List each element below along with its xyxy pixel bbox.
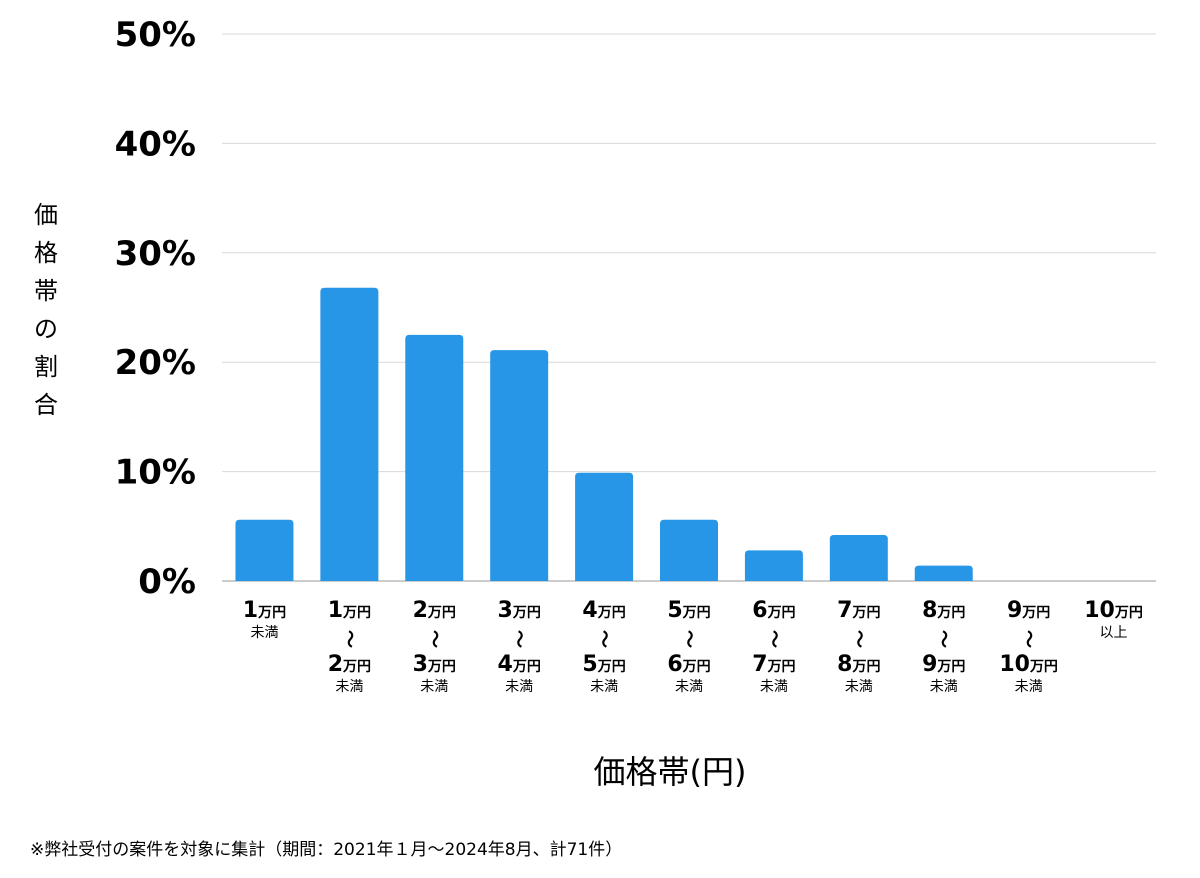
bar [744, 550, 803, 581]
x-tick-range-symbol: 〜 [763, 630, 784, 648]
bar [320, 287, 379, 581]
x-tick-label: 4万円 [582, 598, 625, 623]
x-tick-label: 9万円 [1007, 598, 1050, 623]
x-tick-label: 8万円 [837, 652, 880, 677]
x-tick-suffix: 未満 [845, 679, 873, 695]
footnote: ※弊社受付の案件を対象に集計（期間：2021年１月〜2024年8月、計71件） [30, 840, 623, 860]
y-tick-label: 40% [115, 124, 196, 164]
x-axis-label: 価格帯(円) [593, 753, 747, 791]
y-tick-label: 50% [115, 15, 196, 55]
x-tick-label: 3万円 [413, 652, 456, 677]
x-tick-label: 6万円 [667, 652, 710, 677]
bar [914, 565, 973, 581]
x-tick-label: 5万円 [582, 652, 625, 677]
y-axis-label-char: 割 [34, 353, 58, 381]
y-axis-label-char: 帯 [34, 277, 58, 305]
x-tick-range-symbol: 〜 [848, 630, 869, 648]
y-axis-label-char: 合 [34, 391, 58, 419]
x-tick-suffix: 未満 [930, 679, 958, 695]
x-tick-label: 8万円 [922, 598, 965, 623]
x-tick-suffix: 未満 [760, 679, 788, 695]
bar [235, 519, 294, 581]
y-tick-label: 0% [138, 562, 196, 602]
bar [660, 519, 718, 581]
x-tick-label: 10万円 [1084, 598, 1143, 623]
x-tick-suffix: 未満 [590, 679, 618, 695]
x-tick-label: 10万円 [999, 652, 1058, 677]
x-tick-suffix: 未満 [505, 679, 533, 695]
x-tick-label: 6万円 [752, 598, 795, 623]
x-tick-label: 4万円 [498, 652, 541, 677]
y-axis-label-char: 価 [34, 201, 58, 229]
y-axis-label-char: 格 [34, 239, 58, 267]
x-tick-label: 9万円 [922, 652, 965, 677]
y-tick-label: 20% [115, 343, 196, 383]
x-tick-range-symbol: 〜 [1018, 630, 1039, 648]
x-tick-label: 1万円 [243, 598, 286, 623]
x-tick-range-symbol: 〜 [423, 630, 444, 648]
x-tick-label: 2万円 [328, 652, 371, 677]
y-tick-label: 30% [115, 234, 196, 274]
x-tick-labels: 1万円未満1万円〜2万円未満2万円〜3万円未満3万円〜4万円未満4万円〜5万円未… [243, 598, 1143, 695]
x-tick-range-symbol: 〜 [338, 630, 359, 648]
y-tick-label: 10% [115, 453, 196, 493]
x-tick-suffix: 未満 [420, 679, 448, 695]
y-axis-label-char: の [34, 315, 58, 343]
x-tick-suffix: 以上 [1100, 625, 1128, 641]
bar [575, 472, 634, 581]
x-tick-suffix: 未満 [335, 679, 363, 695]
bar [405, 334, 464, 581]
x-tick-label: 2万円 [413, 598, 456, 623]
bars [235, 287, 973, 581]
x-tick-label: 3万円 [498, 598, 541, 623]
x-tick-range-symbol: 〜 [593, 630, 614, 648]
x-tick-suffix: 未満 [1015, 679, 1043, 695]
y-tick-labels: 0% 10% 20% 30% 40% 50% [115, 15, 196, 602]
x-tick-label: 5万円 [667, 598, 710, 623]
x-tick-suffix: 未満 [675, 679, 703, 695]
x-tick-range-symbol: 〜 [678, 630, 699, 648]
x-tick-range-symbol: 〜 [508, 630, 529, 648]
bar [829, 535, 888, 581]
y-axis-label: 価格帯の割合 [28, 196, 64, 424]
x-tick-range-symbol: 〜 [933, 630, 954, 648]
x-tick-suffix: 未満 [250, 625, 278, 641]
x-tick-label: 1万円 [328, 598, 371, 623]
x-tick-label: 7万円 [837, 598, 880, 623]
bar [490, 350, 549, 581]
x-tick-label: 7万円 [752, 652, 795, 677]
